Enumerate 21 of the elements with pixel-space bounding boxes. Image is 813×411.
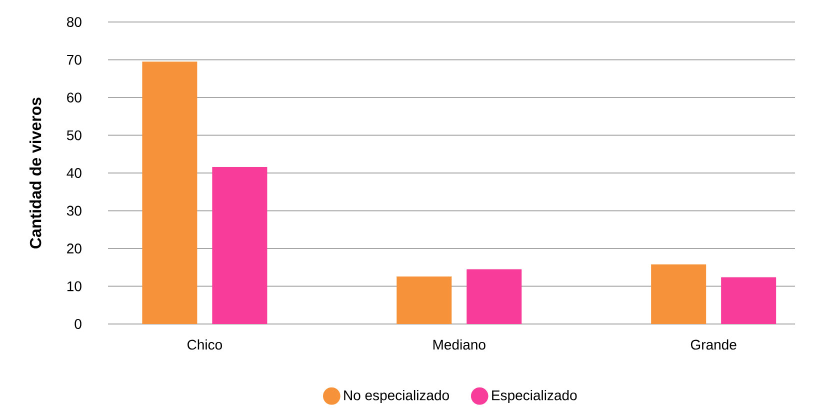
bar: [212, 166, 268, 324]
y-tick-label: 10: [67, 281, 82, 292]
x-tick-label: Chico: [188, 339, 222, 350]
y-tick-label: 40: [66, 168, 82, 178]
bar: [651, 264, 706, 324]
x-tick-label: Grande: [690, 339, 736, 350]
bar: [396, 276, 452, 324]
y-axis-title: Cantidad de viveros: [29, 98, 42, 248]
y-tick-label: 30: [66, 206, 82, 216]
legend-label: No especializado: [344, 390, 449, 404]
y-tick-label: 0: [74, 319, 82, 329]
x-tick-label: Mediano: [433, 339, 486, 350]
bar: [721, 277, 776, 324]
y-tick-label: 50: [66, 130, 82, 140]
bar: [466, 269, 522, 324]
y-tick-label: 20: [67, 244, 82, 254]
y-tick-label: 60: [67, 92, 82, 102]
y-tick-label: 80: [66, 17, 82, 27]
y-tick-label: 70: [67, 54, 82, 65]
legend-label: Especializado: [492, 390, 577, 404]
bar: [142, 62, 198, 324]
